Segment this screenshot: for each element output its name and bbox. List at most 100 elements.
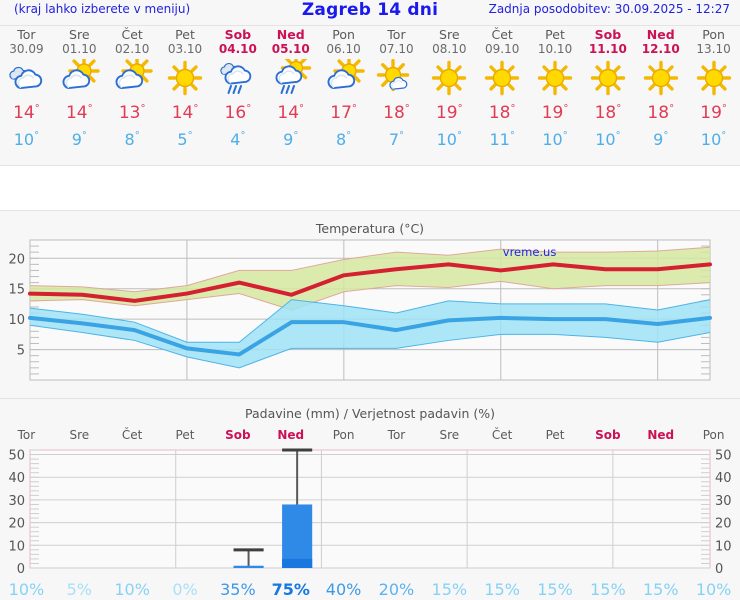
day-column[interactable]: Pet 10.10 19° 10° — [529, 28, 582, 160]
svg-text:50: 50 — [715, 449, 732, 464]
precipitation-probability: 35% — [220, 580, 256, 599]
temperature-max: 16° — [224, 103, 252, 123]
day-column[interactable]: Pet 03.10 14° 5° — [159, 28, 212, 160]
precipitation-probability: 15% — [431, 580, 468, 599]
temperature-min: 10° — [700, 130, 727, 149]
precipitation-day-label: Čet — [491, 428, 513, 442]
page-title: Zagreb 14 dni — [301, 0, 439, 20]
svg-text:20: 20 — [8, 252, 25, 267]
temperature-min: 9° — [283, 130, 299, 149]
temperature-max: 19° — [541, 103, 569, 123]
day-column[interactable]: Čet 09.10 18° 11° — [476, 28, 529, 160]
day-date: 07.10 — [379, 42, 414, 56]
day-of-week: Čet — [121, 27, 143, 42]
day-of-week: Pet — [175, 27, 195, 42]
temperature-min: 7° — [388, 130, 405, 149]
day-of-week: Sre — [69, 27, 90, 42]
precipitation-day-label: Pet — [175, 428, 195, 442]
day-of-week: Sre — [439, 27, 460, 42]
temperature-max: 14° — [171, 103, 199, 123]
precipitation-day-labels: Tor Sre Čet Pet Sob Ned Pon Tor Sre Čet Pet Sob Ned P… — [0, 428, 740, 444]
temperature-chart-title: Temperatura (°C) — [315, 221, 425, 236]
temperature-min: 4° — [230, 130, 246, 149]
temperature-max: 18° — [647, 103, 675, 123]
day-column[interactable]: Pon 06.10 17° 8° — [317, 28, 370, 160]
day-of-week: Čet — [491, 27, 513, 42]
temperature-max: 13° — [118, 103, 146, 123]
temperature-max: 14° — [65, 103, 93, 123]
svg-text:10: 10 — [8, 539, 25, 554]
location-menu-note[interactable]: (kraj lahko izberete v meniju) — [14, 2, 191, 16]
day-date: 04.10 — [218, 42, 257, 56]
sunny-icon — [640, 59, 682, 99]
temperature-max: 14° — [13, 103, 40, 123]
day-date: 10.10 — [537, 42, 573, 56]
precipitation-probability: 15% — [642, 580, 679, 599]
day-column[interactable]: Sob 04.10 16° 4° — [211, 28, 264, 160]
precipitation-probability: 20% — [378, 580, 415, 599]
section-gap — [0, 166, 740, 211]
svg-text:20: 20 — [8, 517, 25, 532]
sun-rain-icon — [270, 59, 312, 99]
precipitation-day-label: Sre — [439, 428, 460, 442]
precipitation-probability: 15% — [484, 580, 520, 599]
strip-divider-bottom — [0, 210, 740, 211]
svg-text:40: 40 — [715, 471, 732, 486]
day-date: 09.10 — [484, 42, 520, 56]
rain-icon — [217, 59, 259, 99]
day-date: 08.10 — [432, 42, 467, 56]
temperature-min: 10° — [595, 130, 621, 149]
svg-text:0: 0 — [17, 562, 25, 577]
day-date: 11.10 — [588, 42, 627, 56]
temperature-min: 9° — [653, 130, 669, 149]
temperature-min: 8° — [124, 130, 140, 149]
precipitation-day-label: Ned — [647, 428, 675, 442]
day-column[interactable]: Sre 08.10 19° 10° — [423, 28, 476, 160]
day-of-week: Sob — [224, 27, 252, 42]
partly-sunny-icon — [111, 59, 153, 99]
day-column[interactable]: Pon 13.10 19° 10° — [687, 28, 740, 160]
day-column[interactable]: Ned 12.10 18° 9° — [634, 28, 687, 160]
day-date: 12.10 — [641, 42, 680, 56]
day-column[interactable]: Tor 07.10 18° 7° — [370, 28, 423, 160]
sunny-icon — [428, 59, 470, 99]
day-date: 13.10 — [696, 42, 731, 56]
svg-text:30: 30 — [715, 494, 732, 509]
precipitation-probability: 15% — [590, 580, 626, 599]
svg-text:5: 5 — [17, 344, 25, 359]
strip-divider-top — [0, 165, 740, 166]
day-column[interactable]: Sre 01.10 14° 9° — [53, 28, 106, 160]
temperature-max: 19° — [700, 103, 727, 123]
precipitation-probability: 5% — [66, 580, 92, 599]
svg-text:vreme.us: vreme.us — [503, 245, 557, 259]
day-column[interactable]: Sob 11.10 18° 10° — [581, 28, 634, 160]
sunny-cloud-icon — [375, 59, 417, 99]
precipitation-probability: 10% — [114, 580, 150, 599]
chart-divider — [0, 398, 740, 399]
svg-text:40: 40 — [8, 471, 25, 486]
svg-text:0: 0 — [715, 562, 723, 577]
day-of-week: Pon — [702, 27, 725, 42]
precipitation-day-label: Pon — [332, 428, 355, 442]
sunny-icon — [693, 59, 735, 99]
sunny-icon — [481, 59, 523, 99]
day-date: 01.10 — [62, 42, 97, 56]
temperature-min: 9° — [71, 130, 87, 149]
partly-sunny-icon — [323, 59, 365, 99]
precipitation-probability: 10% — [695, 580, 732, 599]
cloudy-icon — [5, 59, 47, 99]
precipitation-chart-title: Padavine (mm) / Verjetnost padavin (%) — [245, 406, 495, 421]
temperature-min: 10° — [13, 130, 40, 149]
temperature-max: 18° — [488, 103, 516, 123]
svg-text:10: 10 — [715, 539, 732, 554]
temperature-min: 11° — [489, 130, 515, 149]
header-bar: (kraj lahko izberete v meniju) Zagreb 14… — [0, 0, 740, 22]
day-of-week: Tor — [387, 27, 406, 42]
day-column[interactable]: Čet 02.10 13° 8° — [106, 28, 159, 160]
precipitation-day-label: Pon — [702, 428, 725, 442]
day-date: 30.09 — [9, 42, 44, 56]
sunny-icon — [534, 59, 576, 99]
day-column[interactable]: Tor 30.09 14° 10° — [0, 28, 53, 160]
day-column[interactable]: Ned 05.10 14° 9° — [264, 28, 317, 160]
